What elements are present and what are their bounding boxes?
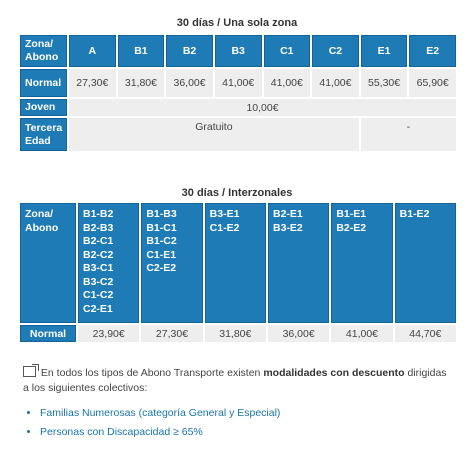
header-zona-abono-2: Zona/ Abono	[20, 203, 76, 323]
price-joven: 10,00€	[69, 99, 456, 116]
table2-title: 30 días / Interzonales	[181, 187, 293, 199]
price-c1: 41,00€	[263, 69, 311, 97]
price-b2: 36,00€	[166, 69, 213, 97]
interzonal-price-4: 36,00€	[267, 325, 330, 342]
interzonal-price-2: 27,30€	[141, 325, 203, 342]
header-zone-b1: B1	[117, 35, 165, 67]
price-c2: 41,00€	[312, 69, 359, 97]
price-b3: 41,00€	[214, 69, 262, 97]
header-interzonal-3: B3-E1 C1-E2	[204, 203, 266, 323]
note-text-before: En todos los tipos de Abono Transporte e…	[40, 367, 264, 379]
link-personas-discapacidad[interactable]: Personas con Discapacidad ≥ 65%	[40, 423, 280, 442]
header-zone-e2: E2	[409, 35, 456, 67]
header-interzonal-2: B1-B3 B1-C1 B1-C2 C1-E1 C2-E2	[141, 203, 203, 323]
single-zone-table: Zona/ Abono A B1 B2 B3 C1 C2 E1 E2 Norma…	[18, 33, 458, 153]
header-zone-c1: C1	[263, 35, 311, 67]
price-e1: 55,30€	[360, 69, 408, 97]
header-interzonal-5: B1-E1 B2-E2	[331, 203, 393, 323]
header-interzonal-6: B1-E2	[394, 203, 456, 323]
header-zone-e1: E1	[360, 35, 408, 67]
price-tercera-edad-rest: -	[360, 118, 456, 151]
note-text-after: dirigidas a los siguientes colectivos:	[23, 367, 447, 394]
price-a: 27,30€	[69, 69, 116, 97]
interzonal-price-6: 44,70€	[394, 325, 456, 342]
discount-note: En todos los tipos de Abono Transporte e…	[23, 366, 453, 396]
price-b1: 31,80€	[117, 69, 165, 97]
interzonal-table: Zona/ Abono B1-B2 B2-B3 B2-C1 B2-C2 B3-C…	[18, 201, 458, 344]
header-zone-c2: C2	[312, 35, 359, 67]
table1-title: 30 días / Una sola zona	[176, 17, 298, 29]
row-label-tercera-edad: Tercera Edad	[20, 118, 67, 151]
interzonal-price-3: 31,80€	[204, 325, 266, 342]
note-text-bold: modalidades con descuento	[263, 367, 405, 379]
header-interzonal-1: B1-B2 B2-B3 B2-C1 B2-C2 B3-C1 B3-C2 C1-C…	[78, 203, 140, 323]
header-interzonal-4: B2-E1 B3-E2	[267, 203, 330, 323]
header-zone-b2: B2	[166, 35, 213, 67]
row-label-joven: Joven	[20, 99, 67, 116]
external-link-icon	[23, 366, 36, 377]
header-zone-b3: B3	[214, 35, 262, 67]
interzonal-price-1: 23,90€	[78, 325, 140, 342]
header-zona-abono: Zona/ Abono	[20, 35, 67, 67]
link-familias-numerosas[interactable]: Familias Numerosas (categoría General y …	[40, 404, 280, 423]
discount-links-list: Familias Numerosas (categoría General y …	[20, 404, 280, 442]
interzonal-price-5: 41,00€	[331, 325, 393, 342]
price-e2: 65,90€	[409, 69, 456, 97]
price-tercera-edad-main: Gratuito	[69, 118, 359, 151]
header-zone-a: A	[69, 35, 116, 67]
row-label-normal: Normal	[20, 69, 67, 97]
row-label-normal-2: Normal	[20, 325, 76, 342]
